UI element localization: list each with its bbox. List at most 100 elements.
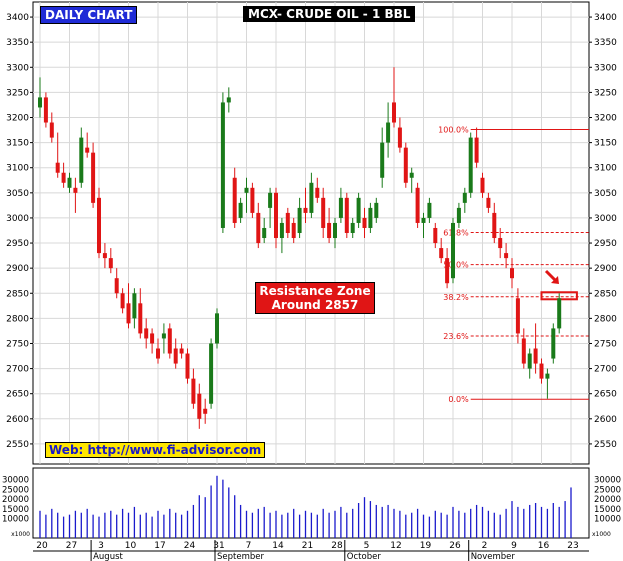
candle [55, 132, 60, 178]
candle-body [533, 348, 538, 364]
candle [498, 227, 503, 259]
volume-tick-label: 25000 [2, 485, 29, 495]
candle-body [197, 393, 202, 419]
candle [291, 217, 296, 244]
candle-body [250, 187, 255, 213]
fib-label: 38.2% [443, 293, 469, 302]
candle [433, 222, 438, 249]
y-tick-label: 3300 [594, 63, 617, 73]
website-link[interactable]: Web: http://www.fi-advisor.com [45, 442, 266, 458]
candle [403, 142, 408, 188]
candle-body [144, 328, 149, 339]
candle-body [209, 343, 214, 404]
candle [356, 192, 361, 228]
candle [232, 167, 237, 228]
y-tick-label: 2700 [6, 365, 29, 375]
candle [67, 172, 72, 193]
candle [510, 258, 514, 289]
y-tick-label: 3050 [6, 189, 29, 199]
grid-lines [33, 2, 589, 464]
candle-body [433, 227, 438, 244]
candle [309, 172, 314, 218]
month-label: November [471, 552, 516, 561]
candle [338, 187, 343, 223]
candle [114, 268, 119, 299]
candle-body [150, 333, 155, 344]
x-tick-label: 9 [511, 541, 517, 551]
candle-body [114, 278, 119, 294]
candle [268, 187, 273, 228]
candle-body [309, 182, 314, 213]
candle-body [262, 227, 267, 239]
volume-tick-label: 30000 [2, 476, 29, 486]
y-tick-label: 3150 [6, 139, 29, 149]
candle-body [456, 207, 461, 223]
candle-body [368, 207, 373, 228]
x-axis: 20 27 3 10 17 24 31 7 14 21 28 5 12 19 26 2 9 16 23 August S… [33, 540, 589, 561]
candle-body [480, 177, 485, 193]
candle [321, 187, 326, 239]
volume-unit-label: x1000 [11, 531, 30, 538]
fibonacci-levels: 100.0% 61.8% 50.0% 38.2% 23.6% 0.0% [438, 126, 589, 404]
candle-body [43, 97, 48, 123]
candle [350, 217, 355, 239]
volume-tick-label: 30000 [594, 476, 621, 486]
x-tick-label: 2 [482, 541, 488, 551]
candle [203, 398, 208, 424]
candle [327, 207, 332, 244]
y-tick-label: 2900 [6, 264, 29, 274]
candle-body [327, 222, 332, 239]
candle-body [403, 147, 408, 183]
candle-body [120, 293, 125, 309]
candle [285, 207, 290, 239]
y-tick-label: 3050 [594, 189, 617, 199]
candle [551, 323, 556, 364]
y-tick-label: 3250 [6, 88, 29, 98]
candle [362, 207, 367, 239]
candle-body [179, 348, 184, 354]
candle-body [79, 137, 84, 183]
candle [132, 288, 137, 329]
candle-body [203, 408, 208, 414]
candle [445, 248, 450, 289]
x-tick-label: 28 [331, 541, 343, 551]
fib-label: 50.0% [443, 261, 469, 270]
candle [427, 197, 432, 223]
candle [527, 348, 532, 379]
candle [333, 217, 337, 249]
candle [102, 243, 107, 269]
candle [91, 142, 96, 208]
candle-body [374, 202, 379, 218]
candle-body [421, 217, 426, 223]
candle-body [38, 97, 42, 108]
candle-body [451, 222, 455, 279]
candle [244, 177, 249, 213]
candle [533, 323, 538, 374]
candle-body [185, 353, 190, 379]
candle [439, 238, 444, 264]
candle-body [539, 363, 544, 379]
candle-body [108, 258, 113, 269]
candle-body [504, 253, 509, 259]
candle-body [333, 222, 337, 239]
volume-tick-label: 20000 [594, 495, 621, 505]
x-tick-label: 14 [272, 541, 284, 551]
candle [462, 187, 467, 213]
candle-body [492, 212, 497, 239]
fib-label: 61.8% [443, 228, 469, 237]
candle-body [226, 97, 231, 103]
fib-label: 0.0% [448, 395, 469, 404]
candle [492, 202, 497, 244]
candle-body [126, 303, 131, 324]
candle [521, 328, 526, 369]
candle-body [161, 333, 166, 339]
candle-body [73, 187, 78, 193]
candle [167, 323, 172, 359]
fib-label: 100.0% [438, 126, 469, 135]
candle-body [167, 328, 172, 354]
candle [279, 217, 284, 254]
y-tick-label: 2750 [594, 339, 617, 349]
y-tick-label: 3200 [6, 114, 29, 124]
candle-body [356, 197, 361, 223]
